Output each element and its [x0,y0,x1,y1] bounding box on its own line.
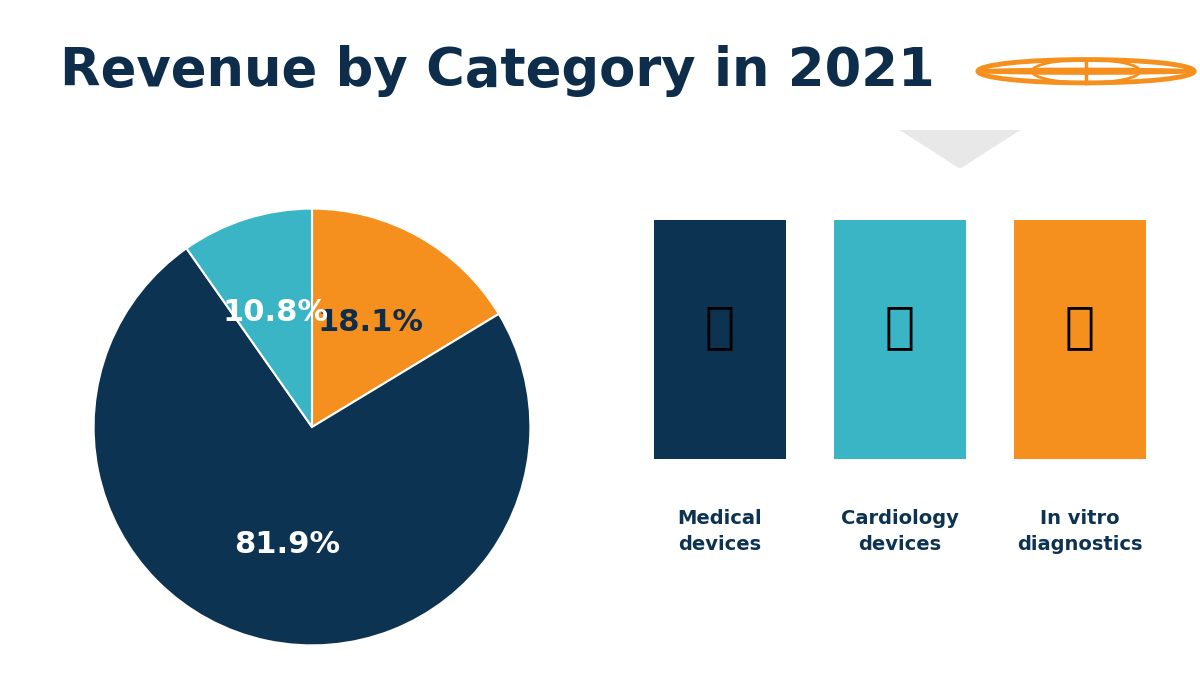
Text: Cardiology
devices: Cardiology devices [841,508,959,554]
Text: 81.9%: 81.9% [234,530,341,559]
Text: 10.8%: 10.8% [223,298,329,327]
Wedge shape [312,209,499,427]
Text: 💗: 💗 [886,304,916,351]
Text: Revenue by Category in 2021: Revenue by Category in 2021 [60,46,935,97]
Polygon shape [900,130,1020,168]
FancyBboxPatch shape [654,220,786,458]
Text: Medical
devices: Medical devices [678,508,762,554]
Text: 18.1%: 18.1% [318,308,424,337]
Text: 💉: 💉 [1066,304,1096,351]
Wedge shape [186,209,312,427]
Wedge shape [94,248,530,645]
Text: In vitro
diagnostics: In vitro diagnostics [1018,508,1142,554]
Text: 🔬: 🔬 [706,304,734,351]
FancyBboxPatch shape [1014,220,1146,458]
FancyBboxPatch shape [834,220,966,458]
